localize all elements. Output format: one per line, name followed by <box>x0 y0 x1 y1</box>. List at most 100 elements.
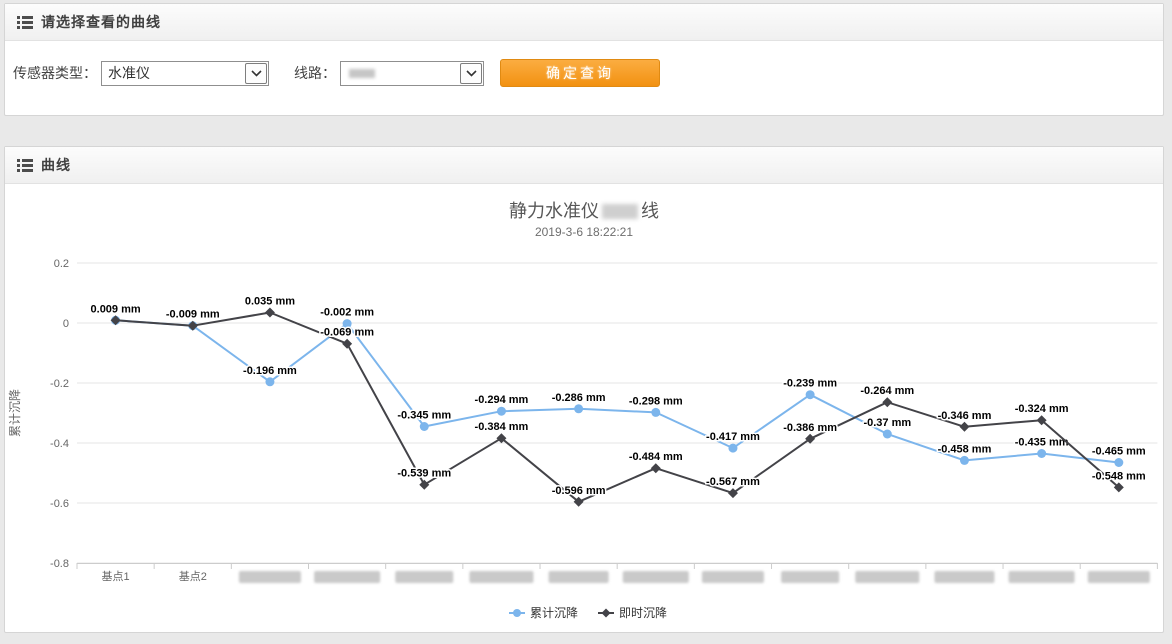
sensor-type-value: 水准仪 <box>108 65 150 81</box>
legend-marker-diamond-icon <box>601 608 611 618</box>
data-point[interactable] <box>1036 415 1047 426</box>
series-line-0[interactable] <box>114 319 1120 464</box>
data-label: -0.384 mm <box>475 421 529 433</box>
data-point[interactable] <box>959 421 970 432</box>
redacted-x-category-label <box>622 571 689 583</box>
redacted-x-category-label <box>781 571 840 583</box>
sensor-type-select[interactable]: 水准仪 <box>101 60 269 86</box>
data-label: -0.069 mm <box>320 327 374 339</box>
chart-title: 静力水准仪 线 <box>5 197 1163 223</box>
line-select[interactable] <box>340 60 484 86</box>
data-point[interactable] <box>882 397 893 408</box>
data-point[interactable] <box>1037 449 1047 458</box>
data-point[interactable] <box>1113 482 1124 493</box>
data-point[interactable] <box>496 406 506 416</box>
data-point[interactable] <box>1114 458 1124 467</box>
data-point[interactable] <box>805 433 816 444</box>
chart-title-prefix: 静力水准仪 <box>509 201 599 221</box>
filter-panel-title: 请选择查看的曲线 <box>41 14 161 30</box>
redacted-x-category-label <box>469 571 534 583</box>
data-label: -0.002 mm <box>320 307 374 319</box>
data-label: -0.264 mm <box>860 385 914 397</box>
y-axis-title: 累计沉降 <box>8 389 22 437</box>
data-point[interactable] <box>882 429 892 439</box>
data-point[interactable] <box>342 338 353 349</box>
chart-title-suffix: 线 <box>641 201 659 221</box>
data-label: -0.196 mm <box>243 365 297 377</box>
data-point[interactable] <box>650 463 661 474</box>
data-label: -0.435 mm <box>1015 437 1069 449</box>
data-label: -0.386 mm <box>783 422 837 434</box>
curve-panel-header: 曲线 <box>5 147 1163 184</box>
legend-label: 累计沉降 <box>530 606 578 620</box>
y-tick-label: -0.6 <box>50 498 69 510</box>
data-point[interactable] <box>419 422 429 431</box>
redacted-line-value <box>349 68 375 78</box>
data-label: -0.009 mm <box>166 309 220 321</box>
chevron-down-icon[interactable] <box>245 62 267 84</box>
data-label: -0.298 mm <box>629 395 683 407</box>
data-label: -0.458 mm <box>938 443 992 455</box>
data-label: -0.548 mm <box>1092 470 1146 482</box>
data-label: -0.417 mm <box>706 431 760 443</box>
data-label: -0.465 mm <box>1092 446 1146 458</box>
curve-panel: 曲线 静力水准仪 线 2019-3-6 18:22:21 0.2 0 -0.2 -0.4… <box>4 146 1164 633</box>
x-category-label: 基点2 <box>179 570 207 583</box>
redacted-x-category-label <box>395 571 454 583</box>
settlement-line-chart: 0.2 0 -0.2 -0.4 -0.6 -0.8 基点1 基点2 累计沉降 0.009 mm -0… <box>8 258 1158 620</box>
data-label: -0.346 mm <box>938 410 992 422</box>
data-point[interactable] <box>651 407 661 417</box>
data-label: -0.239 mm <box>783 378 837 390</box>
chevron-down-icon[interactable] <box>460 62 482 84</box>
redacted-x-category-label <box>855 571 920 583</box>
x-category-label: 基点1 <box>102 570 130 583</box>
data-point[interactable] <box>959 455 969 465</box>
data-label: -0.345 mm <box>397 410 451 422</box>
legend-label: 即时沉降 <box>619 606 667 620</box>
series-line-1[interactable] <box>114 311 1120 503</box>
legend-marker-circle-icon <box>513 609 521 617</box>
data-point[interactable] <box>728 443 738 453</box>
redacted-x-category-label <box>701 571 764 583</box>
sensor-type-label: 传感器类型： <box>13 65 97 81</box>
data-label: 0.009 mm <box>91 303 141 315</box>
data-point[interactable] <box>496 433 507 444</box>
data-point[interactable] <box>264 307 275 318</box>
data-point[interactable] <box>573 496 584 507</box>
legend-item-0[interactable]: 累计沉降 <box>509 606 578 620</box>
y-tick-label: 0 <box>63 318 69 330</box>
redacted-title-segment <box>602 204 638 219</box>
redacted-x-category-label <box>314 571 381 583</box>
data-label: -0.567 mm <box>706 476 760 488</box>
legend-item-1[interactable]: 即时沉降 <box>598 606 667 620</box>
y-tick-label: -0.2 <box>50 378 69 390</box>
data-label: -0.37 mm <box>863 417 911 429</box>
data-label: -0.539 mm <box>397 468 451 480</box>
data-point[interactable] <box>419 479 430 490</box>
data-label: -0.286 mm <box>552 392 606 404</box>
data-point[interactable] <box>805 390 815 400</box>
y-tick-label: -0.8 <box>50 558 69 570</box>
redacted-x-category-label <box>1008 571 1075 583</box>
redacted-x-category-label <box>934 571 995 583</box>
y-tick-label: 0.2 <box>54 258 69 270</box>
query-button[interactable]: 确定查询 <box>500 59 660 87</box>
data-point[interactable] <box>574 404 584 414</box>
data-point[interactable] <box>110 315 121 326</box>
data-label: -0.294 mm <box>475 394 529 406</box>
data-point[interactable] <box>727 488 738 499</box>
filter-panel: 请选择查看的曲线 传感器类型： 水准仪 线路： 确定查询 <box>4 3 1164 116</box>
data-label: -0.596 mm <box>552 485 606 497</box>
curve-panel-title: 曲线 <box>41 157 71 173</box>
redacted-x-category-label <box>548 571 609 583</box>
filter-panel-header: 请选择查看的曲线 <box>5 4 1163 41</box>
data-point[interactable] <box>187 320 198 331</box>
data-label: 0.035 mm <box>245 296 295 308</box>
data-label: -0.324 mm <box>1015 403 1069 415</box>
filter-form: 传感器类型： 水准仪 线路： 确定查询 <box>5 41 1163 87</box>
redacted-x-category-label <box>238 571 301 583</box>
data-point[interactable] <box>265 377 275 387</box>
data-label: -0.484 mm <box>629 451 683 463</box>
data-point[interactable] <box>342 319 352 329</box>
redacted-x-category-label <box>1087 571 1150 583</box>
